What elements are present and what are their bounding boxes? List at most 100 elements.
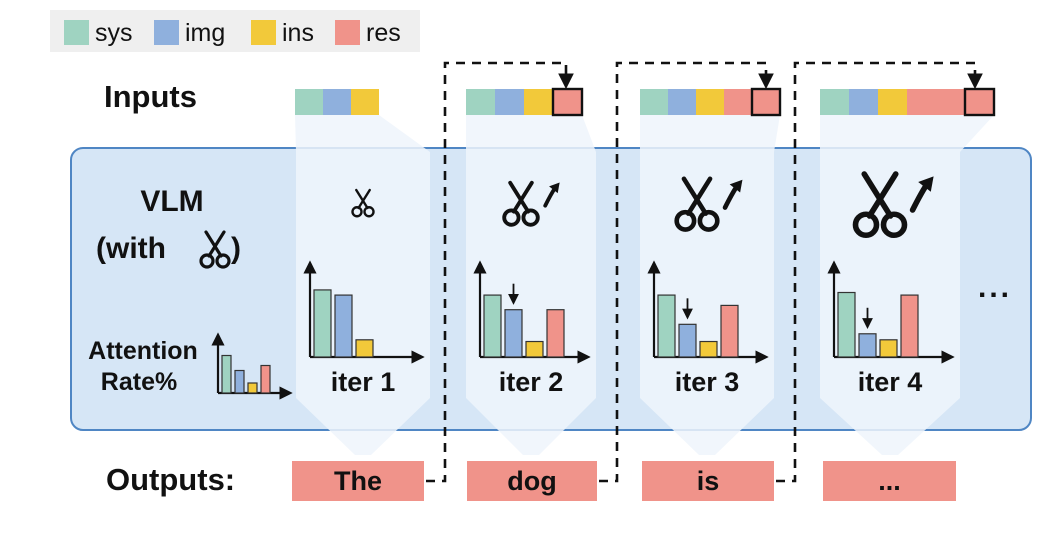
input-token-res <box>936 89 965 115</box>
iteration-3-chart <box>647 260 769 364</box>
input-token-res <box>963 87 996 117</box>
input-token-img <box>668 89 696 115</box>
attention-label-line1: Attention <box>88 337 198 365</box>
scissors-icon <box>674 176 720 232</box>
output-token-box <box>642 461 774 501</box>
input-token-img <box>495 89 524 115</box>
input-token-sys <box>295 89 323 115</box>
input-token-sys <box>640 89 668 115</box>
iteration-1-bar-img <box>334 294 353 358</box>
legend-swatch-sys <box>64 20 89 45</box>
input-token-ins <box>696 89 724 115</box>
iteration-4: iter 4 <box>820 87 996 455</box>
output-token: The <box>292 461 424 501</box>
iteration-2-chart <box>473 260 591 364</box>
growth-arrow-icon <box>909 176 934 213</box>
input-token-sys <box>820 89 849 115</box>
legend-item-res: res <box>335 19 401 47</box>
iteration-1-bar-ins <box>355 339 374 358</box>
iteration-2-bar-ins <box>525 340 544 358</box>
output-token-text: ... <box>878 466 901 496</box>
input-token-res <box>907 89 936 115</box>
output-token-box <box>467 461 597 501</box>
input-token-res <box>551 87 584 117</box>
legend-label-img: img <box>185 19 225 47</box>
iteration-2-bar-sys <box>483 294 502 358</box>
legend-swatch-res <box>335 20 360 45</box>
output-token: ... <box>823 461 956 501</box>
iteration-1-chart <box>303 260 425 364</box>
scissors-icon-glyph <box>199 230 231 269</box>
growth-arrow-icon <box>722 179 743 210</box>
legend-mini-bar-ins <box>247 382 258 394</box>
iteration-2-bar-img <box>504 309 523 358</box>
iteration-column-3 <box>640 115 780 455</box>
iteration-2: iter 2 <box>466 87 596 455</box>
output-token: is <box>642 461 774 501</box>
iteration-column-4 <box>820 115 994 455</box>
output-token-box <box>292 461 424 501</box>
iteration-label: iter 3 <box>675 367 740 397</box>
legend: sys img ins res <box>50 10 420 52</box>
iteration-3-bar-sys <box>657 294 676 358</box>
iteration-3-bar-img <box>678 323 697 358</box>
iteration-4-bar-ins <box>879 339 898 358</box>
iteration-label: iter 2 <box>499 367 564 397</box>
growth-arrow-icon <box>543 182 560 208</box>
input-token-res <box>724 89 752 115</box>
scissors-icon <box>351 188 375 218</box>
output-token-text: dog <box>507 466 556 496</box>
legend-mini-bar-sys <box>221 354 232 394</box>
iteration-3: iter 3 <box>640 87 782 455</box>
input-token-ins <box>351 89 379 115</box>
legend-label-res: res <box>366 19 401 47</box>
iteration-3-bar-ins <box>699 340 718 358</box>
vlm-with-suffix: ) <box>231 232 241 265</box>
output-token: dog <box>467 461 597 501</box>
legend-item-img: img <box>154 19 225 47</box>
attention-legend-chart <box>211 332 293 400</box>
scissors-icon <box>199 230 231 269</box>
output-token-box <box>823 461 956 501</box>
iteration-label: iter 1 <box>331 367 396 397</box>
feedback-arrow-3 <box>776 61 983 483</box>
feedback-arrow-1 <box>426 61 574 483</box>
output-token-text: The <box>334 466 382 496</box>
vlm-with-prefix: (with <box>96 232 166 265</box>
output-token-text: is <box>697 466 720 496</box>
legend-mini-chart <box>211 332 293 400</box>
iteration-1: iter 1 <box>295 89 430 455</box>
outputs-label: Outputs: <box>106 462 235 497</box>
scissors-icon <box>502 180 540 227</box>
input-token-sys <box>466 89 495 115</box>
iteration-4-bar-res <box>900 294 919 358</box>
legend-item-sys: sys <box>64 19 133 47</box>
inputs-label: Inputs <box>104 79 197 114</box>
iteration-2-bar-res <box>546 309 565 358</box>
iteration-3-bar-res <box>720 304 739 358</box>
legend-item-ins: ins <box>251 19 314 47</box>
legend-swatch-ins <box>251 20 276 45</box>
iteration-column-2 <box>466 115 596 455</box>
feedback-arrow-2 <box>599 61 774 483</box>
vlm-label: VLM <box>140 185 203 218</box>
input-token-res <box>750 87 782 117</box>
input-token-ins <box>524 89 553 115</box>
input-token-img <box>849 89 878 115</box>
input-token-ins <box>878 89 907 115</box>
scissors-icon <box>852 171 908 239</box>
iteration-label: iter 4 <box>858 367 923 397</box>
more-iterations: ... <box>978 271 1012 304</box>
attention-label-line2: Rate% <box>101 368 177 396</box>
iteration-column-1 <box>295 115 430 455</box>
legend-mini-bar-img <box>234 369 245 394</box>
iteration-4-bar-img <box>858 333 877 358</box>
legend-label-sys: sys <box>95 19 133 47</box>
input-token-img <box>323 89 351 115</box>
iteration-1-bar-sys <box>313 289 332 358</box>
iteration-4-chart <box>827 260 955 364</box>
legend-mini-bar-res <box>260 364 271 394</box>
legend-swatch-img <box>154 20 179 45</box>
legend-label-ins: ins <box>282 19 314 47</box>
